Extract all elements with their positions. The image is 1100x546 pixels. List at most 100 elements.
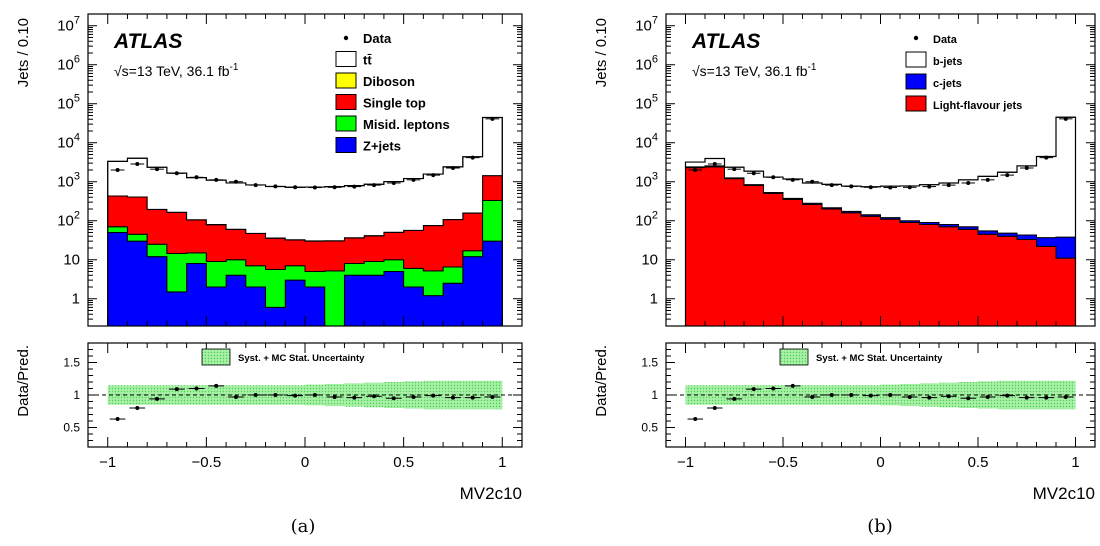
ratio-point: [927, 395, 932, 400]
data-point: [293, 185, 298, 190]
x-tick-label: −1: [677, 454, 694, 471]
y-tick-label: 105: [635, 93, 658, 113]
x-tick-label: 0.5: [393, 454, 414, 471]
data-point: [888, 185, 893, 190]
ratio-point: [470, 395, 475, 400]
data-point: [966, 180, 971, 185]
data-points: [110, 116, 500, 190]
figure-caption: (a): [291, 516, 316, 537]
legend-swatch: [905, 73, 927, 90]
energy-label: √s=13 TeV, 36.1 fb-1: [114, 62, 239, 79]
stack-outline: [684, 116, 1077, 326]
figure-caption: (b): [867, 516, 893, 537]
y-axis-title: Jets / 0.10: [593, 18, 610, 87]
legend-label: Misid. leptons: [363, 117, 450, 132]
uncertainty-band: [919, 383, 939, 407]
ratio-point: [194, 386, 199, 391]
ratio-legend-label: Syst. + MC Stat. Uncertainty: [238, 353, 365, 364]
legend-marker: [343, 35, 349, 41]
energy-label-text: √s=13 TeV, 36.1 fb: [692, 63, 808, 79]
ratio-point: [771, 386, 776, 391]
legend-label: Single top: [363, 96, 426, 111]
x-tick-label: −0.5: [192, 454, 222, 471]
ratio-point: [693, 417, 698, 422]
data-point: [946, 183, 951, 188]
ratio-point: [155, 396, 160, 401]
legend: Data b-jets c-jets Light-flavour jets: [905, 34, 1022, 112]
ratio-y-tick-label: 1: [73, 388, 80, 402]
experiment-label: ATLAS: [691, 30, 760, 53]
x-axis: −1 −0.5 0 0.5 1: [677, 14, 1080, 471]
legend-item: b-jets: [905, 51, 962, 68]
ratio-point: [1005, 393, 1010, 398]
data-point: [372, 183, 377, 188]
x-axis: −1 −0.5 0 0.5 1: [99, 14, 506, 471]
data-point: [829, 183, 834, 188]
legend-swatch: [905, 51, 927, 68]
ratio-point: [732, 396, 737, 401]
data-point: [115, 168, 120, 172]
ratio-point: [849, 393, 854, 397]
ratio-point: [411, 394, 416, 399]
legend-item: Single top: [335, 94, 426, 111]
ratio-point: [332, 394, 337, 399]
chart-panel-a: 1 10 102 103 104 105 106 107 −1 −0.5 0 0.5 1 Jets / 0…: [15, 13, 523, 537]
experiment-label: ATLAS: [113, 30, 182, 53]
ratio-y-axis-title: Data/Pred.: [15, 345, 32, 417]
legend-marker: [913, 35, 919, 41]
ratio-y-axis-title: Data/Pred.: [593, 345, 610, 417]
legend-label: Z+jets: [363, 139, 401, 154]
uncertainty-band: [147, 385, 167, 405]
data-point: [214, 177, 219, 182]
ratio-point: [253, 393, 258, 397]
ratio-y-axis: 0.5 1 1.5: [641, 349, 1095, 441]
ratio-point: [431, 393, 436, 398]
data-point: [732, 167, 737, 172]
energy-label: √s=13 TeV, 36.1 fb-1: [692, 62, 817, 79]
legend-swatch: [335, 94, 357, 110]
data-point: [332, 185, 337, 190]
ratio-y-axis: 0.5 1 1.5: [63, 349, 522, 441]
ratio-y-tick-label: 0.5: [63, 421, 80, 435]
data-point: [810, 179, 815, 184]
y-axis: 1 10 102 103 104 105 106 107: [635, 13, 1095, 327]
y-tick-label: 106: [57, 54, 80, 74]
x-tick-label: 1: [1071, 454, 1079, 471]
ratio-y-tick-label: 1.5: [641, 356, 658, 370]
legend-swatch: [905, 95, 927, 112]
ratio-point: [233, 394, 238, 399]
data-point: [470, 155, 475, 160]
legend-swatch: [335, 51, 357, 67]
ratio-point: [966, 396, 971, 401]
ratio-legend: Syst. + MC Stat. Uncertainty: [201, 348, 365, 366]
ratio-point: [135, 406, 140, 410]
data-point: [712, 162, 717, 167]
data-point: [790, 177, 795, 182]
legend-item: Z+jets: [335, 137, 401, 154]
legend-label: Diboson: [363, 74, 415, 89]
data-point: [693, 168, 698, 172]
data-point: [1063, 116, 1068, 121]
ratio-point: [946, 394, 951, 399]
x-axis-title: MV2c10: [460, 484, 522, 503]
ratio-legend: Syst. + MC Stat. Uncertainty: [779, 348, 943, 366]
ratio-point: [790, 383, 795, 388]
data-point: [868, 185, 873, 190]
ratio-point: [273, 393, 278, 397]
ratio-panel: [666, 380, 1095, 422]
ratio-point: [829, 393, 834, 397]
data-point: [352, 184, 357, 189]
legend-label: tt̄: [363, 53, 372, 68]
uncertainty-band: [705, 385, 725, 405]
data-point: [927, 184, 932, 189]
data-point: [907, 185, 912, 190]
data-point: [233, 179, 238, 184]
legend-item: Diboson: [335, 72, 415, 89]
ratio-point: [868, 393, 873, 398]
y-tick-label: 10: [641, 252, 658, 269]
ratio-point: [293, 393, 298, 398]
data-point: [431, 173, 436, 178]
data-point: [1024, 166, 1029, 171]
y-axis-title: Jets / 0.10: [15, 18, 32, 87]
legend-label: c-jets: [933, 78, 962, 90]
